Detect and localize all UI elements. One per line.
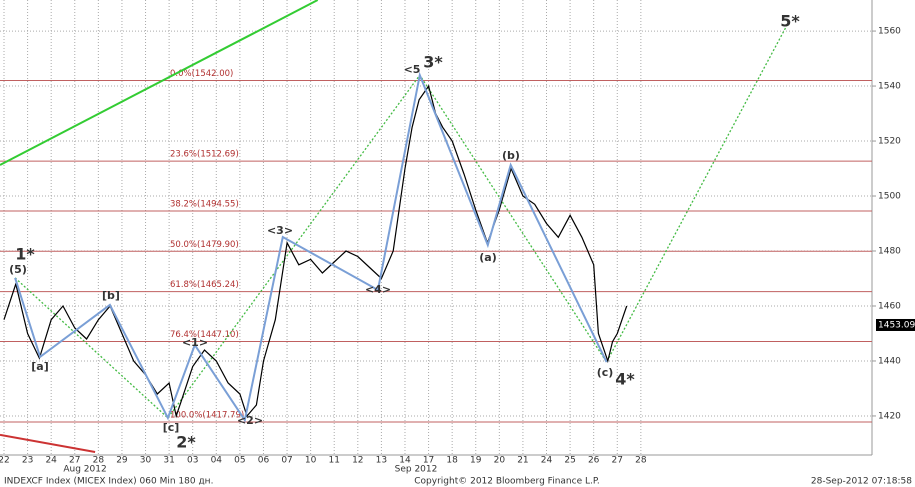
month-label: Aug 2012 — [63, 465, 106, 475]
y-tick-label: 1460 — [878, 301, 901, 311]
x-tick-label: 20 — [494, 456, 506, 466]
x-tick-label: 24 — [45, 456, 57, 466]
y-tick-label: 1420 — [878, 411, 901, 421]
wave-label: <5 — [404, 63, 421, 76]
x-tick-label: 21 — [517, 456, 528, 466]
last-price-label: 1453.09 — [878, 320, 915, 330]
wave-label: <3> — [267, 224, 293, 237]
y-tick-label: 1520 — [878, 137, 901, 147]
y-tick-label: 1500 — [878, 192, 901, 202]
x-tick-label: 03 — [187, 456, 198, 466]
wave-label: 5* — [780, 12, 800, 31]
wave-label: (c) — [597, 366, 614, 379]
footer-left: INDEXCF Index (MICEX Index) 060 Min 180 … — [4, 477, 213, 487]
x-tick-label: 06 — [258, 456, 270, 466]
wave-label: (5) — [9, 263, 27, 276]
month-label: Sep 2012 — [395, 465, 438, 475]
wave-label: [c] — [163, 421, 180, 434]
fib-label: 100.0%(1417.79) — [170, 411, 244, 421]
x-tick-label: 29 — [116, 456, 128, 466]
fib-label: 76.4%(1447.10) — [170, 330, 239, 340]
x-tick-label: 17 — [423, 456, 434, 466]
last-price-box — [876, 318, 915, 331]
fib-label: 0.0%(1542.00) — [170, 69, 233, 79]
y-tick-label: 1480 — [878, 247, 901, 257]
wave-label: [b] — [102, 289, 120, 302]
x-tick-label: 23 — [22, 456, 33, 466]
x-tick-label: 07 — [281, 456, 292, 466]
y-tick-label: 1440 — [878, 356, 901, 366]
x-tick-label: 27 — [612, 456, 623, 466]
price-line — [3, 84, 628, 419]
fib-label: 50.0%(1479.90) — [170, 240, 239, 250]
x-tick-label: 25 — [564, 456, 575, 466]
wave-label: <4> — [365, 283, 391, 296]
x-tick-label: 18 — [446, 456, 458, 466]
wave-label: 4* — [615, 370, 635, 389]
x-tick-label: 14 — [399, 456, 411, 466]
wave-label: [a] — [31, 360, 48, 373]
y-tick-label: 1560 — [878, 27, 901, 37]
x-tick-label: 13 — [376, 456, 387, 466]
x-tick-label: 28 — [635, 456, 647, 466]
footer-center: Copyright© 2012 Bloomberg Finance L.P. — [414, 477, 599, 487]
x-tick-label: 31 — [163, 456, 174, 466]
wave-label: (b) — [502, 149, 520, 162]
wave-label: (a) — [479, 251, 496, 264]
footer-right: 28-Sep-2012 07:18:58 — [811, 477, 912, 487]
trendline — [0, 433, 96, 453]
x-tick-label: 24 — [541, 456, 553, 466]
x-tick-label: 10 — [305, 456, 317, 466]
wave-label: <1> — [182, 336, 208, 349]
trendline — [0, 0, 319, 166]
fib-label: 38.2%(1494.55) — [170, 200, 239, 210]
x-tick-label: 19 — [470, 456, 482, 466]
x-tick-label: 27 — [69, 456, 80, 466]
wave-label: 2* — [176, 433, 196, 452]
wave-label: <2> — [237, 414, 263, 427]
wave-label: 1* — [15, 245, 35, 264]
x-tick-label: 04 — [211, 456, 223, 466]
x-tick-label: 28 — [93, 456, 105, 466]
x-tick-label: 22 — [0, 456, 10, 466]
fib-label: 61.8%(1465.24) — [170, 280, 239, 290]
wave-line — [14, 71, 608, 423]
x-tick-label: 30 — [140, 456, 152, 466]
x-tick-label: 11 — [328, 456, 339, 466]
x-tick-label: 05 — [234, 456, 245, 466]
fib-label: 23.6%(1512.69) — [170, 150, 239, 160]
x-tick-label: 12 — [352, 456, 363, 466]
wave-label: 3* — [423, 53, 443, 72]
x-tick-label: 26 — [588, 456, 600, 466]
y-tick-label: 1540 — [878, 82, 901, 92]
